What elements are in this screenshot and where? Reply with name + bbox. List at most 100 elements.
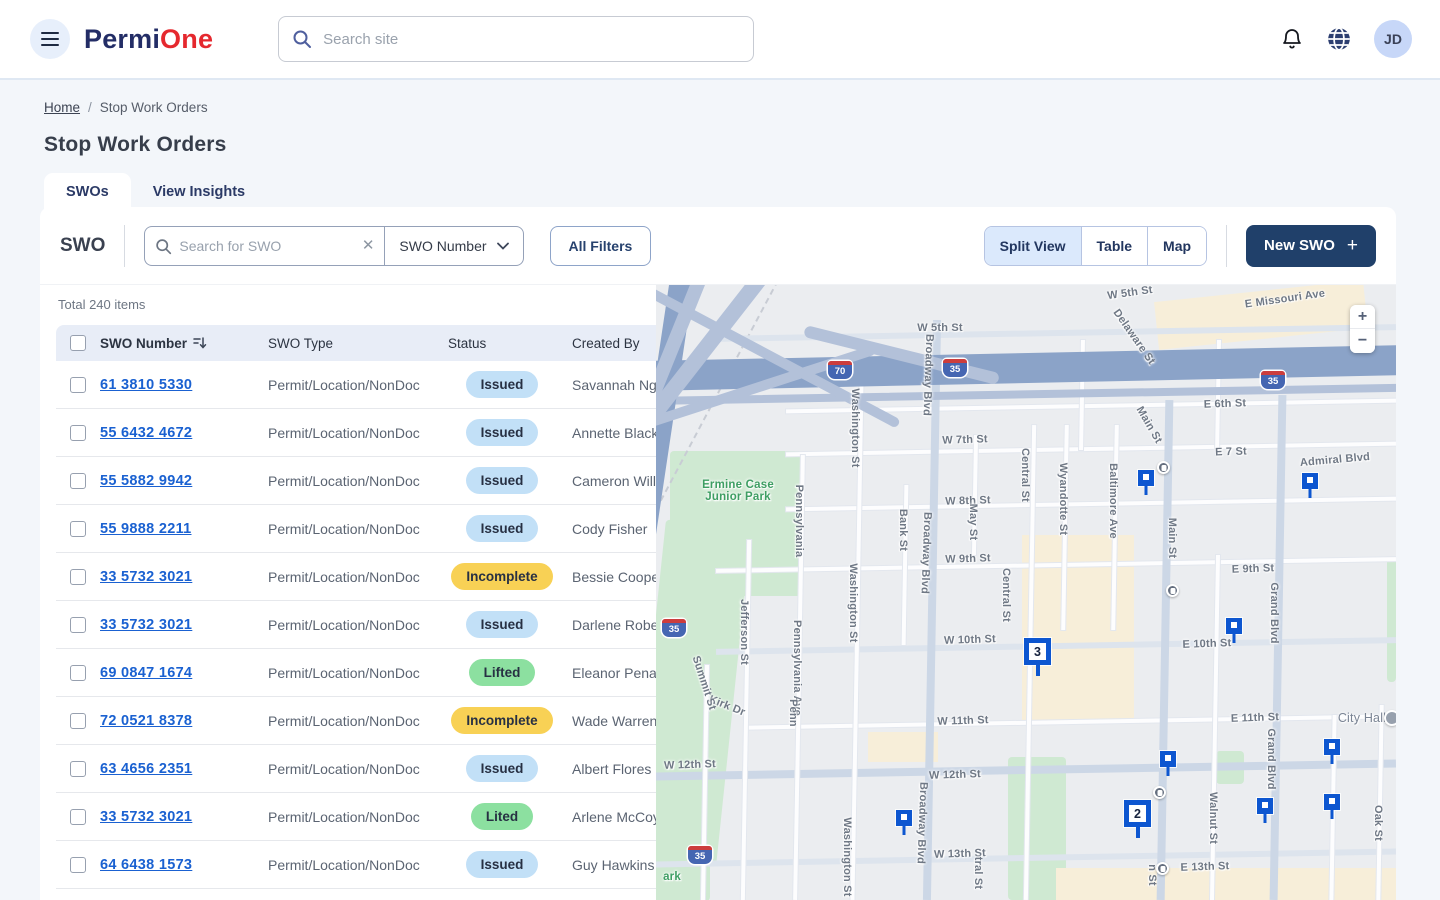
swo-card: SWO ✕ SWO Number All Filters Split View … bbox=[40, 207, 1396, 900]
search-field-select[interactable]: SWO Number bbox=[384, 225, 524, 266]
swo-number-link[interactable]: 64 6438 1573 bbox=[100, 857, 193, 873]
street-label: Ermine Case Junior Park bbox=[702, 479, 774, 503]
street-label: W 12th St bbox=[663, 758, 717, 772]
street-label: Main St bbox=[1166, 517, 1178, 559]
interstate-shield: 35 bbox=[662, 619, 686, 637]
created-by: Annette Black bbox=[572, 424, 656, 441]
row-checkbox[interactable] bbox=[70, 616, 86, 633]
map-pin-marker[interactable] bbox=[1226, 618, 1242, 634]
view-table-button[interactable]: Table bbox=[1081, 226, 1149, 265]
language-globe-icon[interactable] bbox=[1326, 26, 1352, 52]
table-row: 64 6438 1573 Permit/Location/NonDoc Issued… bbox=[56, 841, 656, 889]
map-road bbox=[786, 441, 1396, 457]
all-filters-button[interactable]: All Filters bbox=[549, 225, 652, 266]
row-checkbox[interactable] bbox=[70, 808, 86, 825]
row-checkbox[interactable] bbox=[70, 568, 86, 585]
table-row: 72 0521 8378 Permit/Location/NonDoc Incomp… bbox=[56, 697, 656, 745]
tab-view-insights[interactable]: View Insights bbox=[131, 173, 267, 211]
swo-type: Permit/Location/NonDoc bbox=[268, 664, 420, 681]
swo-number-link[interactable]: 72 0521 8378 bbox=[100, 713, 193, 729]
swo-type: Permit/Location/NonDoc bbox=[268, 760, 420, 777]
street-label: Main St bbox=[1133, 404, 1165, 446]
new-swo-button[interactable]: New SWO + bbox=[1246, 224, 1376, 267]
swo-search-input[interactable] bbox=[144, 225, 385, 266]
zoom-out-button[interactable]: − bbox=[1350, 329, 1375, 353]
swo-number-link[interactable]: 33 5732 3021 bbox=[100, 617, 193, 633]
street-label: W 5th St bbox=[917, 322, 963, 334]
column-swo-number[interactable]: SWO Number bbox=[100, 336, 268, 351]
row-checkbox[interactable] bbox=[70, 376, 86, 393]
created-by: Wade Warren bbox=[572, 712, 656, 729]
street-label: E 10th St bbox=[1182, 637, 1232, 651]
swo-number-link[interactable]: 33 5732 3021 bbox=[100, 569, 193, 585]
created-by: Arlene McCoy bbox=[572, 808, 656, 825]
site-search-input[interactable] bbox=[278, 16, 755, 62]
table-row: 33 5732 3021 Permit/Location/NonDoc Incomp… bbox=[56, 553, 656, 601]
row-checkbox[interactable] bbox=[70, 856, 86, 873]
swo-type: Permit/Location/NonDoc bbox=[268, 616, 420, 633]
status-badge: Issued bbox=[465, 515, 539, 542]
swo-number-link[interactable]: 63 4656 2351 bbox=[100, 761, 193, 777]
row-checkbox[interactable] bbox=[70, 472, 86, 489]
status-badge: Issued bbox=[465, 467, 539, 494]
tab-swos[interactable]: SWOs bbox=[44, 173, 131, 211]
divider bbox=[124, 224, 126, 267]
swo-number-link[interactable]: 55 6432 4672 bbox=[100, 425, 193, 441]
row-checkbox[interactable] bbox=[70, 712, 86, 729]
map-cluster-marker[interactable]: 3 bbox=[1024, 638, 1051, 665]
swo-number-link[interactable]: 55 9888 2211 bbox=[100, 521, 192, 537]
swo-search-icon bbox=[155, 238, 172, 255]
street-label: Central St bbox=[1000, 568, 1012, 622]
map-pin-marker[interactable] bbox=[1138, 470, 1154, 486]
swo-number-link[interactable]: 61 3810 5330 bbox=[100, 377, 193, 393]
swo-number-link[interactable]: 33 5732 3021 bbox=[100, 809, 193, 825]
view-split-button[interactable]: Split View bbox=[984, 226, 1082, 265]
created-by: Savannah Nguyen bbox=[572, 376, 656, 393]
interstate-shield: 35 bbox=[1261, 371, 1285, 389]
map-pin-marker[interactable] bbox=[1324, 794, 1340, 810]
created-by: Albert Flores bbox=[572, 760, 652, 777]
map-road bbox=[1269, 394, 1287, 900]
section-label: SWO bbox=[60, 234, 106, 256]
street-label: Penn bbox=[787, 699, 799, 727]
street-label: W 9th St bbox=[944, 552, 992, 566]
user-avatar[interactable]: JD bbox=[1374, 20, 1412, 58]
map-pin-marker[interactable] bbox=[1324, 739, 1340, 755]
street-label: W 5th St bbox=[1106, 285, 1154, 303]
swo-type: Permit/Location/NonDoc bbox=[268, 568, 420, 585]
swo-type: Permit/Location/NonDoc bbox=[268, 712, 420, 729]
view-map-button[interactable]: Map bbox=[1148, 226, 1207, 265]
street-label: E 13th St bbox=[1180, 860, 1230, 874]
swo-number-link[interactable]: 69 0847 1674 bbox=[100, 665, 193, 681]
status-badge: Issued bbox=[465, 851, 539, 878]
select-all-checkbox[interactable] bbox=[70, 335, 86, 351]
clear-search-icon[interactable]: ✕ bbox=[361, 236, 375, 254]
notifications-bell-icon[interactable] bbox=[1280, 27, 1304, 51]
zoom-in-button[interactable]: + bbox=[1350, 305, 1375, 329]
table-body: 61 3810 5330 Permit/Location/NonDoc Issued… bbox=[56, 361, 656, 889]
map-cluster-marker[interactable]: 2 bbox=[1124, 800, 1151, 827]
street-label: Pennsylvania bbox=[793, 484, 805, 558]
row-checkbox[interactable] bbox=[70, 760, 86, 777]
swo-number-link[interactable]: 55 5882 9942 bbox=[100, 473, 193, 489]
row-checkbox[interactable] bbox=[70, 664, 86, 681]
breadcrumb-home-link[interactable]: Home bbox=[44, 100, 81, 115]
map-pin-marker[interactable] bbox=[1160, 751, 1176, 767]
status-badge: Issued bbox=[465, 419, 539, 446]
row-checkbox[interactable] bbox=[70, 424, 86, 441]
city-hall-icon bbox=[1384, 710, 1396, 726]
map-pin-marker[interactable] bbox=[896, 810, 912, 826]
table-row: 55 6432 4672 Permit/Location/NonDoc Issued… bbox=[56, 409, 656, 457]
street-label: Washington St bbox=[841, 817, 853, 897]
swo-type: Permit/Location/NonDoc bbox=[268, 472, 420, 489]
map-pin-marker[interactable] bbox=[1302, 473, 1318, 489]
row-checkbox[interactable] bbox=[70, 520, 86, 537]
menu-button[interactable] bbox=[30, 19, 70, 59]
street-label: E 11th St bbox=[1230, 711, 1280, 725]
status-badge: Issued bbox=[465, 755, 539, 782]
map-pin-marker[interactable] bbox=[1257, 798, 1273, 814]
column-status: Status bbox=[448, 335, 487, 351]
page-title: Stop Work Orders bbox=[44, 133, 227, 156]
street-label: Grand Blvd bbox=[1265, 728, 1277, 790]
map-canvas[interactable]: W 5th St W 5th St E Missouri Ave E 6th St W … bbox=[656, 285, 1396, 900]
